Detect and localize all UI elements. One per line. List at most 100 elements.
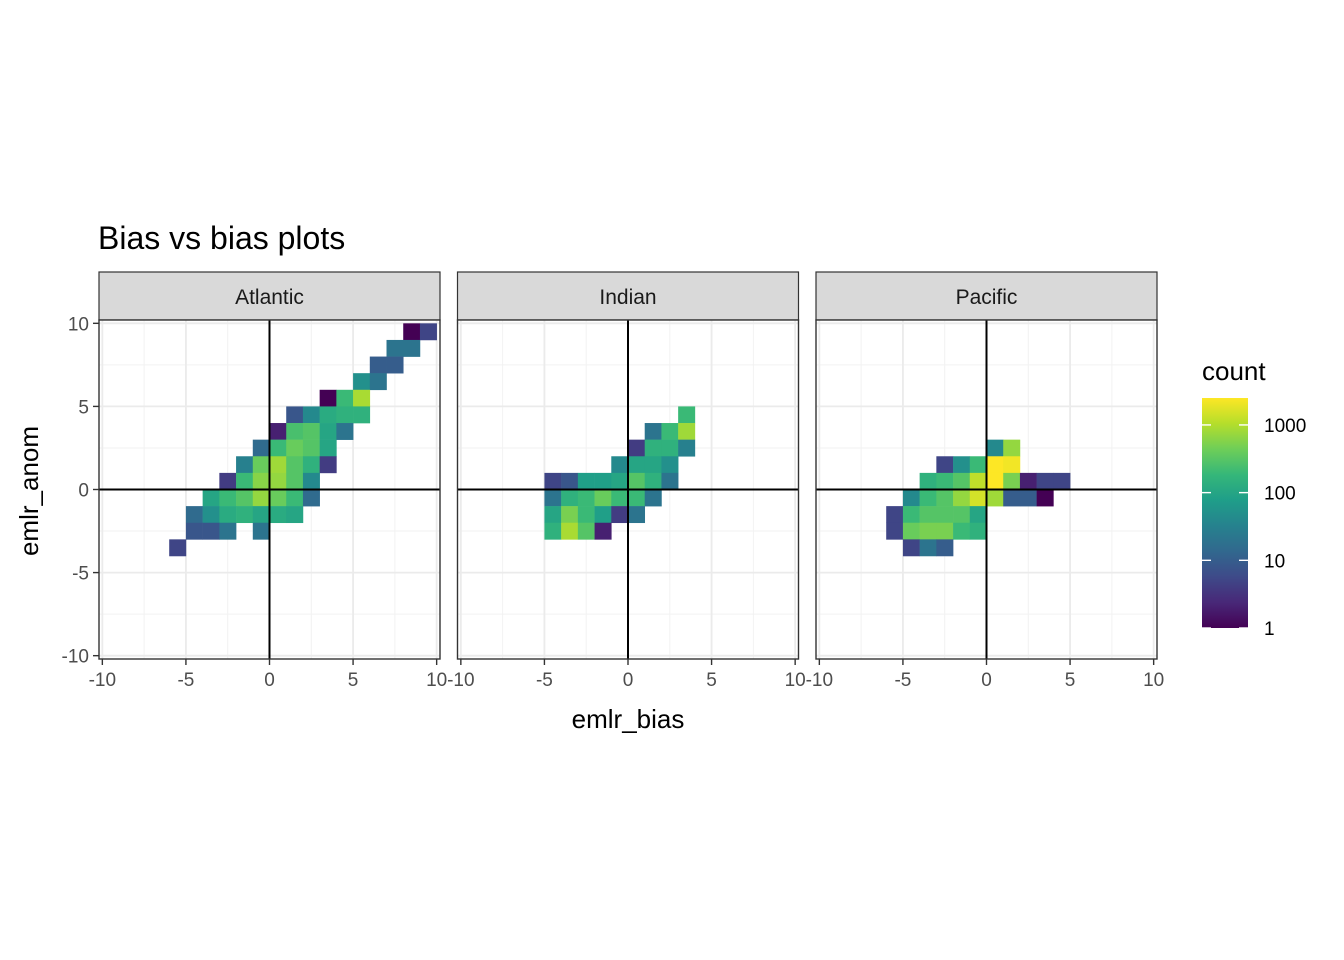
heatmap-cell bbox=[936, 539, 954, 557]
heatmap-cell bbox=[1036, 489, 1054, 507]
heatmap-cell bbox=[286, 472, 304, 490]
heatmap-cell bbox=[302, 439, 320, 457]
heatmap-cell bbox=[1003, 456, 1021, 474]
x-tick-label: -10 bbox=[806, 670, 833, 691]
heatmap-cell bbox=[269, 423, 287, 440]
x-tick-label: 5 bbox=[706, 670, 717, 691]
heatmap-cell bbox=[386, 339, 404, 357]
legend-colorbar bbox=[1202, 398, 1248, 628]
heatmap-cell bbox=[286, 423, 304, 440]
heatmap-cell bbox=[1003, 489, 1021, 507]
heatmap-cell bbox=[386, 356, 404, 374]
heatmap-cell bbox=[252, 489, 270, 507]
x-axis-label: emlr_bias bbox=[572, 704, 685, 734]
facet-strip-label: Indian bbox=[599, 286, 656, 309]
heatmap-cell bbox=[269, 506, 287, 524]
heatmap-cell bbox=[953, 522, 971, 540]
heatmap-cell bbox=[353, 389, 371, 407]
heatmap-cell bbox=[902, 522, 920, 540]
heatmap-cell bbox=[886, 506, 904, 524]
facet-strip-label: Atlantic bbox=[235, 286, 304, 309]
heatmap-cell bbox=[252, 472, 270, 490]
heatmap-cell bbox=[219, 506, 237, 524]
heatmap-cell bbox=[986, 489, 1004, 507]
heatmap-cell bbox=[286, 506, 304, 524]
heatmap-cell bbox=[336, 406, 354, 424]
heatmap-cell bbox=[219, 489, 237, 507]
legend-break-label: 10 bbox=[1264, 551, 1285, 572]
heatmap-cell bbox=[302, 406, 320, 424]
heatmap-cell bbox=[202, 489, 220, 507]
heatmap-cell bbox=[594, 522, 612, 540]
heatmap-cell bbox=[919, 489, 937, 507]
x-tick-label: 10 bbox=[426, 670, 447, 691]
heatmap-cell bbox=[661, 423, 679, 440]
heatmap-cell bbox=[611, 506, 629, 524]
heatmap-cell bbox=[1036, 472, 1054, 490]
heatmap-cell bbox=[561, 489, 579, 507]
x-tick-label: 0 bbox=[981, 670, 992, 691]
heatmap-cell bbox=[419, 323, 437, 341]
heatmap-cell bbox=[369, 373, 387, 391]
heatmap-cell bbox=[902, 489, 920, 507]
heatmap-cell bbox=[319, 439, 337, 457]
y-tick-label: -10 bbox=[62, 647, 89, 668]
facet-strip bbox=[815, 271, 1158, 321]
heatmap-cell bbox=[661, 439, 679, 457]
heatmap-cell bbox=[319, 456, 337, 474]
heatmap-cell bbox=[252, 506, 270, 524]
heatmap-cell bbox=[286, 406, 304, 424]
chart-title: Bias vs bias plots bbox=[98, 220, 345, 256]
legend-title: count bbox=[1202, 356, 1266, 386]
heatmap-cell bbox=[644, 456, 662, 474]
x-tick-label: 0 bbox=[623, 670, 634, 691]
heatmap-cell bbox=[319, 423, 337, 440]
heatmap-cell bbox=[236, 456, 254, 474]
heatmap-cell bbox=[252, 456, 270, 474]
heatmap-cell bbox=[577, 489, 595, 507]
heatmap-cell bbox=[594, 472, 612, 490]
heatmap-cell bbox=[936, 506, 954, 524]
heatmap-cell bbox=[919, 472, 937, 490]
x-tick-label: 5 bbox=[1065, 670, 1076, 691]
legend-break-label: 1000 bbox=[1264, 416, 1306, 437]
heatmap-cell bbox=[302, 456, 320, 474]
heatmap-cell bbox=[561, 506, 579, 524]
x-tick-label: 10 bbox=[785, 670, 806, 691]
heatmap-cell bbox=[252, 439, 270, 457]
heatmap-cell bbox=[1019, 489, 1037, 507]
heatmap-cell bbox=[611, 472, 629, 490]
heatmap-cell bbox=[969, 472, 987, 490]
heatmap-cell bbox=[1003, 472, 1021, 490]
heatmap-cell bbox=[902, 539, 920, 557]
heatmap-cell bbox=[936, 489, 954, 507]
heatmap-cell bbox=[902, 506, 920, 524]
y-axis-label: emlr_anom bbox=[14, 426, 44, 556]
heatmap-cell bbox=[269, 472, 287, 490]
heatmap-cell bbox=[544, 472, 562, 490]
x-tick-label: -10 bbox=[447, 670, 474, 691]
heatmap-cell bbox=[577, 522, 595, 540]
heatmap-cell bbox=[252, 522, 270, 540]
heatmap-cell bbox=[319, 406, 337, 424]
facet-panel-atlantic: Atlantic -10 -5 0 5 10 -10 -5 0 5 10 bbox=[62, 271, 447, 691]
heatmap-cell bbox=[353, 373, 371, 391]
heatmap-cell bbox=[986, 456, 1004, 474]
heatmap-cell bbox=[1003, 439, 1021, 457]
heatmap-cell bbox=[628, 439, 646, 457]
heatmap-cell bbox=[403, 339, 421, 357]
heatmap-cell bbox=[628, 489, 646, 507]
heatmap-cell bbox=[661, 472, 679, 490]
heatmap-cell bbox=[336, 423, 354, 440]
heatmap-cell bbox=[403, 323, 421, 341]
heatmap-cell bbox=[236, 506, 254, 524]
heatmap-cell bbox=[953, 506, 971, 524]
heatmap-cell bbox=[561, 472, 579, 490]
heatmap-cell bbox=[269, 439, 287, 457]
heatmap-cell bbox=[661, 456, 679, 474]
facet-strip bbox=[98, 271, 441, 321]
heatmap-cell bbox=[286, 439, 304, 457]
x-tick-label: -5 bbox=[894, 670, 911, 691]
x-tick-label: 10 bbox=[1143, 670, 1164, 691]
